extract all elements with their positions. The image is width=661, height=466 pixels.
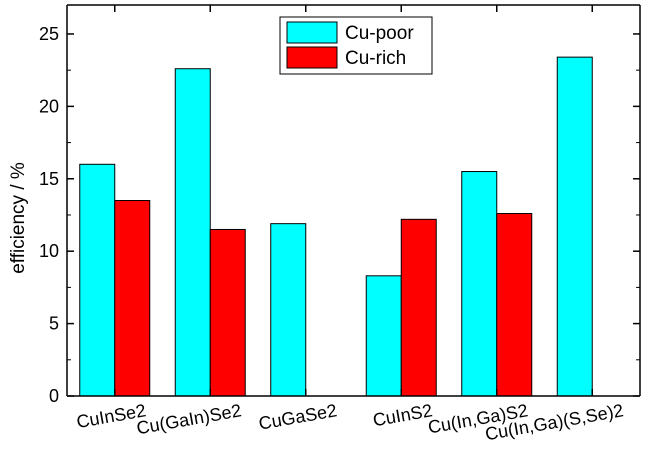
bar-cu-poor-0: [79, 163, 116, 397]
y-tick-label: 0: [49, 386, 59, 406]
x-tick-label: CuGaSe2: [257, 400, 338, 433]
y-axis-label: efficiency / %: [8, 162, 29, 274]
y-tick-label: 10: [39, 241, 59, 261]
x-tick-label: Cu(GaIn)Se2: [135, 400, 243, 438]
bar-cu-poor-1: [174, 68, 211, 397]
y-tick-label: 5: [49, 314, 59, 334]
bar-cu-poor-2: [270, 223, 307, 397]
y-tick-label: 20: [39, 96, 59, 116]
bar-cu-poor-3: [365, 275, 402, 397]
legend-label-cu-poor: Cu-poor: [345, 23, 414, 44]
y-tick-label: 25: [39, 24, 59, 44]
bar-cu-rich-3: [400, 218, 437, 397]
bar-cu-rich-1: [209, 228, 246, 397]
bar-cu-poor-5: [556, 56, 593, 397]
legend-swatch-cu-poor: [286, 21, 338, 44]
legend-label-cu-rich: Cu-rich: [345, 48, 406, 69]
bar-cu-rich-0: [114, 200, 151, 397]
y-tick-label: 15: [39, 169, 59, 189]
bar-cu-rich-4: [496, 213, 533, 397]
legend-swatch-cu-rich: [286, 46, 338, 69]
x-tick-label: CuInS2: [371, 400, 434, 430]
bar-cu-poor-4: [461, 171, 498, 397]
